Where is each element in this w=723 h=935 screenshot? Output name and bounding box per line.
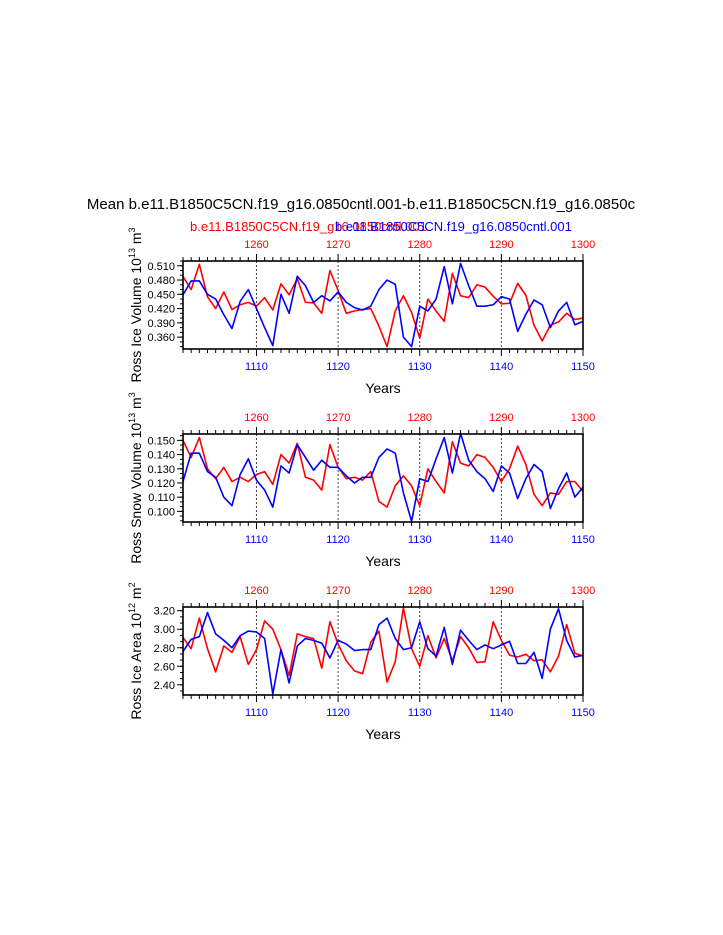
x-top-tick-label: 1270 [326, 239, 350, 251]
chart-panel-2: 0.100 0.110 0.120 0.130 0.140 0.150 1110 1120 11… [127, 392, 595, 569]
x-bottom-tick-label: 1120 [326, 361, 350, 373]
y-tick-label: 2.40 [154, 680, 175, 692]
y-axis-title-unit-exponent: 3 [127, 392, 137, 397]
y-axis-title-unit-exponent: 3 [127, 227, 137, 232]
y-tick-label: 0.110 [148, 492, 175, 504]
x-axis-title: Years [365, 726, 400, 742]
y-tick-label: 0.140 [147, 450, 175, 462]
plot-frame [182, 260, 584, 350]
plot-frame [182, 606, 584, 696]
x-bottom-tick-label: 1130 [408, 361, 432, 373]
x-axis-title: Years [365, 380, 400, 396]
y-tick-label: 0.390 [147, 318, 175, 330]
x-bottom-tick-label: 1110 [245, 361, 268, 373]
y-axis-title-text: Ross Snow Volume 10 [128, 423, 144, 564]
x-top-tick-label: 1300 [571, 585, 595, 597]
x-bottom-tick-label: 1140 [490, 361, 514, 373]
y-tick-label: 0.120 [147, 478, 175, 490]
y-axis-title-unit: m [128, 587, 144, 603]
x-axis-title: Years [365, 553, 400, 569]
x-bottom-tick-label: 1110 [245, 534, 268, 546]
chart-panel-3: 2.40 2.60 2.80 3.00 3.20 1110 1120 1130 1140 1150… [127, 582, 595, 742]
x-top-tick-label: 1300 [571, 412, 595, 424]
y-axis-title-text: Ross Ice Area 10 [128, 613, 144, 720]
figure-subtitle-blue: b.e11.B1850C5CN.f19_g16.0850cntl.001 [335, 219, 572, 234]
x-bottom-tick-label: 1150 [571, 361, 595, 373]
series-line-red [182, 607, 584, 683]
figure-title: Mean b.e11.B1850C5CN.f19_g16.0850cntl.00… [87, 196, 636, 213]
subtitle-red: b.e11.B1850C5CN.f19_g16.0850cntl.001 [190, 219, 427, 234]
y-tick-label: 3.00 [154, 624, 175, 636]
x-top-tick-label: 1290 [489, 239, 513, 251]
x-top-tick-label: 1300 [571, 239, 595, 251]
x-bottom-tick-label: 1110 [245, 707, 268, 719]
series-line-blue [182, 432, 584, 523]
y-tick-label: 0.450 [147, 289, 175, 301]
x-bottom-tick-label: 1130 [408, 707, 432, 719]
series-line-blue [182, 262, 584, 348]
x-bottom-tick-label: 1140 [490, 534, 514, 546]
x-top-tick-label: 1270 [326, 412, 350, 424]
y-axis-title: Ross Snow Volume 1013 m3 [127, 392, 144, 563]
y-axis-title-exponent: 13 [127, 248, 137, 258]
x-top-tick-label: 1290 [489, 585, 513, 597]
y-tick-label: 0.510 [147, 261, 175, 273]
y-axis-title: Ross Ice Area 1012 m2 [127, 582, 144, 719]
y-tick-label: 3.20 [154, 606, 175, 618]
y-tick-label: 0.130 [147, 464, 175, 476]
y-tick-label: 0.480 [147, 275, 175, 287]
x-bottom-tick-label: 1150 [571, 707, 595, 719]
x-top-tick-label: 1280 [407, 239, 431, 251]
y-tick-label: 0.420 [147, 304, 175, 316]
y-tick-label: 2.80 [154, 643, 175, 655]
y-tick-label: 0.360 [147, 332, 175, 344]
x-bottom-tick-label: 1130 [408, 534, 432, 546]
x-bottom-tick-label: 1150 [571, 534, 595, 546]
series-line-red [182, 436, 584, 508]
x-bottom-tick-label: 1120 [326, 534, 350, 546]
y-axis-title-unit-exponent: 2 [127, 582, 137, 587]
x-top-tick-label: 1260 [244, 239, 268, 251]
y-axis-title-exponent: 13 [127, 413, 137, 423]
y-axis-title: Ross Ice Volume 1013 m3 [127, 227, 144, 382]
x-top-tick-label: 1280 [407, 412, 431, 424]
y-tick-label: 2.60 [154, 661, 175, 673]
y-axis-title-unit: m [128, 232, 144, 248]
y-tick-label: 0.100 [147, 506, 175, 518]
x-top-tick-label: 1280 [407, 585, 431, 597]
x-bottom-tick-label: 1120 [326, 707, 350, 719]
y-axis-title-text: Ross Ice Volume 10 [128, 258, 144, 383]
chart-panel-1: 0.360 0.390 0.420 0.450 0.480 0.510 1110 1120 11… [127, 227, 595, 396]
x-top-tick-label: 1260 [244, 585, 268, 597]
y-tick-label: 0.150 [147, 435, 175, 447]
x-bottom-tick-label: 1140 [490, 707, 514, 719]
figure-subtitle: b.e11.B1850C5CN.f19_g16.0850cntl.001 [190, 219, 427, 234]
y-axis-title-exponent: 12 [127, 603, 137, 613]
series-line-blue [182, 608, 584, 695]
subtitle-blue: b.e11.B1850C5CN.f19_g16.0850cntl.001 [335, 219, 572, 234]
x-top-tick-label: 1270 [326, 585, 350, 597]
x-top-tick-label: 1260 [244, 412, 268, 424]
x-top-tick-label: 1290 [489, 412, 513, 424]
series-line-red [182, 263, 584, 348]
y-axis-title-unit: m [128, 397, 144, 413]
